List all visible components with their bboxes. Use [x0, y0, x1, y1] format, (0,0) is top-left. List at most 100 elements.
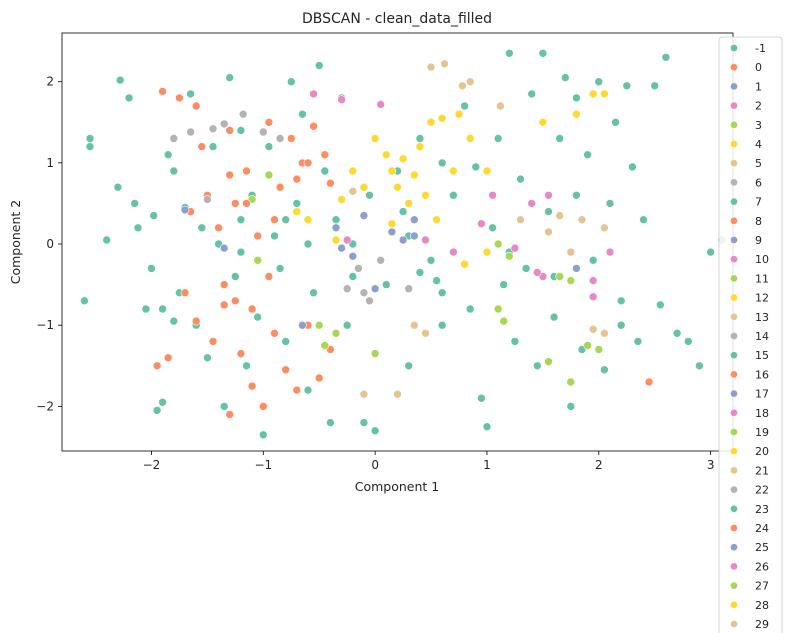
legend-marker — [730, 255, 738, 264]
legend-label: 16 — [755, 368, 769, 381]
data-point — [616, 296, 626, 306]
data-point — [622, 81, 632, 91]
data-point — [264, 118, 274, 127]
data-point — [404, 199, 414, 208]
data-point — [292, 207, 302, 216]
data-point — [510, 243, 520, 253]
legend-label: 1 — [755, 80, 762, 93]
data-point — [695, 361, 704, 371]
data-point — [258, 402, 268, 411]
data-point — [175, 93, 184, 103]
data-point — [320, 150, 330, 159]
data-point — [309, 288, 318, 298]
data-point — [588, 89, 598, 99]
data-point — [208, 124, 218, 134]
legend-marker — [730, 351, 738, 360]
data-point — [354, 264, 363, 273]
data-point — [460, 101, 469, 111]
data-point — [404, 361, 414, 371]
data-point — [644, 377, 654, 387]
plot-area-frame — [61, 32, 734, 452]
data-point — [158, 304, 167, 314]
data-point — [482, 247, 492, 257]
data-point — [493, 304, 503, 314]
data-point — [532, 361, 542, 371]
legend-label: 28 — [755, 599, 769, 612]
data-point — [588, 292, 598, 302]
data-point — [437, 288, 447, 298]
data-point — [264, 170, 274, 180]
data-point — [499, 316, 509, 326]
y-tick-label: −1 — [36, 318, 54, 332]
data-point — [219, 402, 229, 411]
data-point — [482, 422, 492, 432]
data-point — [292, 385, 302, 395]
data-point — [560, 73, 570, 82]
data-point — [303, 215, 313, 224]
data-point — [208, 142, 218, 151]
data-point — [426, 255, 436, 265]
data-point — [493, 134, 503, 143]
x-tick-label: 3 — [707, 458, 715, 472]
data-point — [516, 215, 525, 224]
legend-label: 24 — [755, 522, 769, 535]
data-point — [555, 211, 565, 220]
legend-marker — [730, 389, 738, 398]
data-point — [270, 328, 279, 338]
y-tick-label: 0 — [46, 237, 54, 251]
data-point — [504, 48, 514, 58]
data-point — [275, 134, 285, 143]
data-point — [488, 191, 497, 200]
data-point — [337, 243, 346, 253]
data-point — [454, 109, 464, 119]
data-point — [421, 328, 430, 338]
legend-marker — [730, 370, 738, 379]
data-point — [440, 59, 449, 69]
data-point — [149, 211, 158, 220]
data-point — [152, 361, 162, 371]
data-point — [275, 182, 285, 192]
data-point — [331, 215, 341, 224]
data-point — [231, 272, 240, 281]
data-point — [238, 109, 248, 119]
data-point — [169, 166, 179, 176]
data-point — [203, 195, 212, 204]
data-point — [449, 191, 458, 200]
data-point — [298, 320, 307, 330]
legend-marker — [730, 120, 738, 129]
legend-label: 6 — [755, 176, 762, 189]
data-point — [337, 95, 346, 104]
data-point — [331, 328, 341, 338]
data-point — [85, 134, 95, 143]
legend-marker — [730, 543, 738, 552]
data-point — [186, 89, 195, 99]
data-point — [264, 272, 274, 281]
data-point — [521, 264, 531, 273]
data-point — [348, 272, 358, 281]
data-point — [493, 239, 503, 249]
data-point — [236, 215, 246, 224]
data-point — [270, 215, 279, 224]
data-point — [477, 393, 486, 403]
data-point — [432, 276, 441, 285]
data-point — [225, 126, 234, 135]
data-point — [236, 126, 246, 135]
data-point — [242, 166, 251, 176]
legend-marker — [730, 581, 738, 590]
legend-marker — [730, 236, 738, 244]
y-tick-label: −2 — [36, 399, 54, 413]
data-point — [544, 357, 553, 367]
data-point — [370, 349, 380, 358]
data-point — [496, 101, 505, 111]
data-point — [555, 272, 565, 281]
data-point — [398, 154, 408, 164]
x-axis-ticks: −2 −1 0 1 2 3 — [143, 451, 715, 472]
data-point — [387, 219, 397, 228]
chart-title: DBSCAN - clean_data_filled — [302, 11, 492, 27]
data-point — [683, 337, 693, 346]
data-point — [600, 328, 609, 338]
legend-marker — [730, 620, 738, 628]
data-point — [115, 75, 125, 85]
data-point — [544, 191, 553, 200]
data-point — [549, 312, 559, 322]
